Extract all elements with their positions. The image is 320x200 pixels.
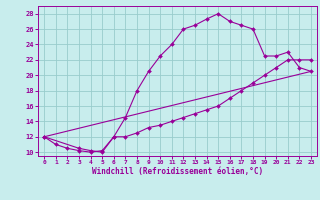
X-axis label: Windchill (Refroidissement éolien,°C): Windchill (Refroidissement éolien,°C) <box>92 167 263 176</box>
